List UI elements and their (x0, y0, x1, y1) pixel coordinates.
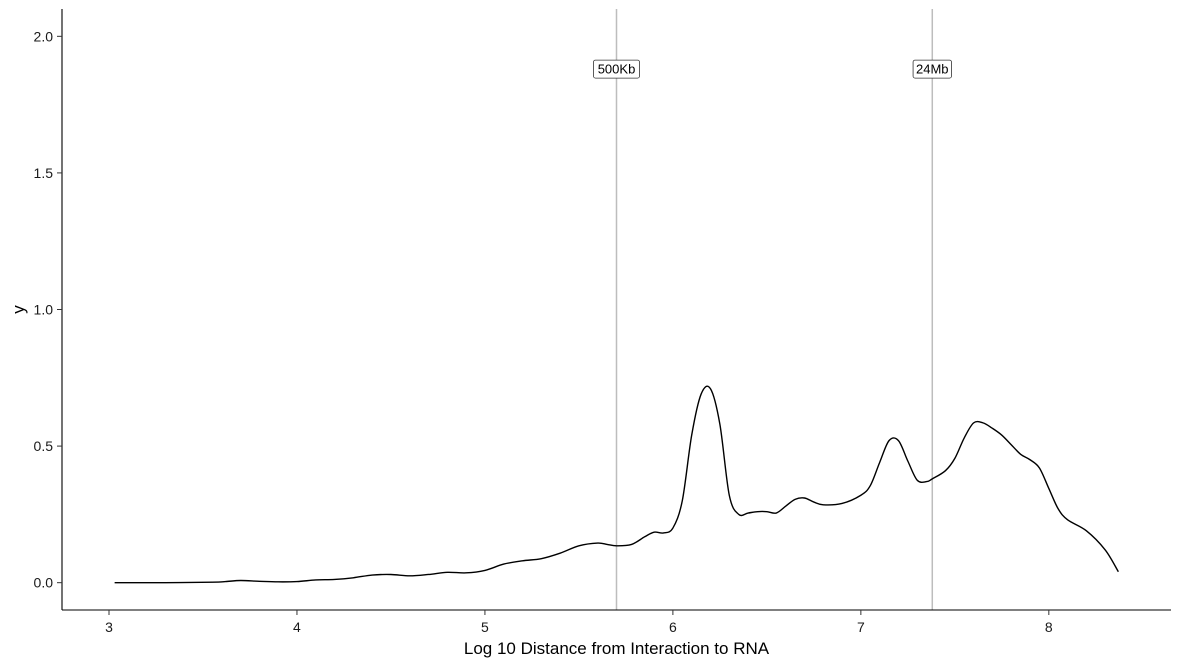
vline-label-box (912, 59, 952, 79)
series-line (114, 385, 1119, 584)
vline-label: 24Mb (916, 62, 949, 77)
y-tick-label: 0.5 (34, 438, 54, 454)
vline-label: 500Kb (598, 62, 636, 77)
x-axis: 3 4 5 6 7 8 (62, 609, 1171, 635)
y-tick-label: 0.0 (34, 575, 54, 591)
x-tick-label: 3 (105, 619, 113, 635)
y-tick-label: 2.0 (34, 28, 54, 44)
x-tick-label: 5 (481, 619, 489, 635)
y-axis: 0.0 0.5 1.0 1.5 2.0 (34, 9, 63, 610)
y-tick-label: 1.0 (34, 302, 54, 318)
y-axis-title: y (9, 305, 28, 314)
x-tick-label: 8 (1045, 619, 1053, 635)
x-tick-label: 4 (293, 619, 301, 635)
y-tick-label: 1.5 (34, 165, 54, 181)
reference-lines: 500Kb 24Mb (593, 9, 952, 610)
x-tick-label: 7 (857, 619, 865, 635)
vline-label-box (593, 59, 640, 79)
x-axis-title: Log 10 Distance from Interaction to RNA (464, 639, 770, 658)
x-tick-label: 6 (669, 619, 677, 635)
